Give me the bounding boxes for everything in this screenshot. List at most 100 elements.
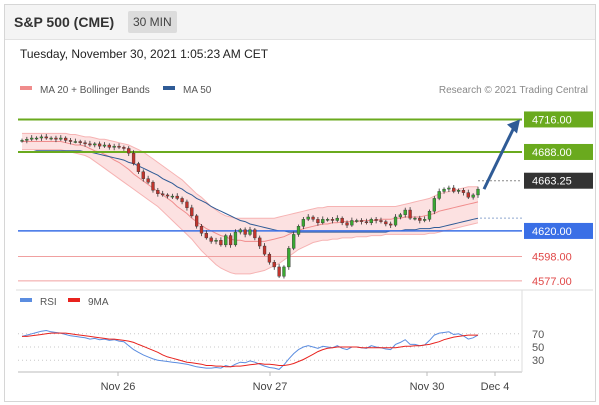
rsi-tick-label: 30	[532, 355, 544, 367]
candle-body	[418, 217, 422, 221]
candle-body	[287, 248, 291, 268]
candle-47	[248, 226, 252, 237]
ma9-legend-swatch	[68, 298, 80, 302]
candle-body	[112, 145, 116, 148]
candle-68	[350, 217, 354, 227]
candle-body	[199, 226, 204, 234]
candle-body	[141, 171, 145, 179]
candle-body	[253, 229, 257, 239]
resistance-label: 4688.00	[532, 147, 572, 159]
rsi-legend-label: RSI	[40, 297, 57, 308]
candle-body	[340, 217, 344, 224]
candle-body	[165, 194, 170, 197]
candle-80	[408, 207, 412, 220]
candle-20	[117, 143, 121, 150]
candle-body	[384, 221, 388, 225]
candle-body	[44, 136, 48, 139]
candle-54	[282, 265, 286, 279]
candle-body	[335, 217, 339, 221]
ma9-legend-label: 9MA	[88, 297, 109, 308]
candle-88	[447, 185, 451, 193]
x-tick-label: Nov 27	[253, 381, 288, 393]
candle-body	[30, 137, 34, 140]
ma20-legend-label: MA 20 + Bollinger Bands	[40, 85, 150, 96]
candle-body	[83, 142, 87, 145]
rsi-tick-label: 70	[532, 329, 544, 341]
candle-body	[204, 233, 208, 239]
candle-body	[54, 137, 58, 140]
candle-body	[161, 193, 165, 196]
candle-87	[442, 187, 446, 194]
candle-body	[78, 141, 82, 143]
candle-10	[68, 138, 73, 145]
candle-4	[39, 134, 44, 141]
candle-body	[238, 229, 242, 233]
candle-body	[345, 222, 349, 226]
candle-84	[427, 209, 432, 222]
candle-body	[447, 187, 451, 190]
candle-30	[165, 193, 170, 199]
candle-89	[452, 185, 456, 194]
candle-35	[190, 204, 194, 218]
candle-body	[190, 207, 194, 217]
candle-28	[156, 187, 160, 197]
candle-body	[156, 190, 160, 194]
candle-36	[194, 214, 199, 229]
candle-82	[418, 215, 422, 224]
candle-72	[369, 217, 373, 226]
candle-body	[39, 136, 44, 139]
candle-body	[422, 219, 427, 221]
candle-body	[432, 198, 436, 212]
ma50-legend-label: MA 50	[183, 85, 212, 96]
candle-2	[30, 135, 34, 141]
candle-67	[345, 220, 349, 229]
candle-51	[267, 252, 272, 265]
candle-42	[224, 233, 228, 248]
candle-body	[180, 198, 184, 203]
candle-body	[408, 209, 412, 219]
candle-23	[131, 150, 136, 166]
level-target-4: 4598.00	[18, 251, 572, 263]
target-label: 4577.00	[532, 276, 572, 288]
candle-92	[466, 189, 470, 199]
candle-body	[403, 209, 407, 215]
candle-body	[364, 221, 369, 224]
bollinger-lower-line	[22, 149, 479, 275]
bollinger-band-area	[22, 133, 478, 274]
rsi-tick-label: 50	[532, 342, 544, 354]
level-current-2: 4663.25	[478, 172, 593, 189]
candle-body	[330, 219, 335, 221]
candle-body	[262, 245, 267, 255]
candle-body	[170, 195, 175, 198]
candle-body	[267, 253, 272, 263]
candle-71	[364, 218, 369, 225]
ma50-legend-swatch	[163, 86, 175, 90]
candle-body	[34, 137, 39, 140]
x-tick-label: Nov 26	[101, 381, 136, 393]
candle-6	[49, 136, 53, 141]
projection-arrow-shaft	[482, 126, 516, 190]
candle-31	[170, 193, 175, 199]
candle-41	[219, 237, 223, 247]
candle-60	[311, 215, 315, 222]
candle-17	[102, 142, 107, 148]
chart-datetime: Tuesday, November 30, 2021 1:05:23 AM CE…	[20, 47, 269, 61]
current-price-label: 4663.25	[532, 176, 572, 188]
candle-14	[88, 140, 92, 147]
candle-body	[374, 219, 378, 221]
candle-43	[228, 233, 233, 248]
candle-body	[296, 226, 301, 235]
candle-body	[461, 190, 466, 193]
candle-body	[127, 148, 131, 154]
candle-body	[20, 140, 24, 142]
candle-body	[88, 143, 92, 146]
candle-body	[301, 219, 306, 227]
timeframe-button[interactable]: 30 MIN	[128, 11, 177, 33]
candle-62	[321, 216, 325, 225]
candle-46	[243, 227, 247, 238]
current-price-box	[524, 172, 593, 189]
x-tick-label: Dec 4	[481, 381, 510, 393]
candle-body	[316, 219, 320, 224]
candle-body	[219, 240, 223, 246]
